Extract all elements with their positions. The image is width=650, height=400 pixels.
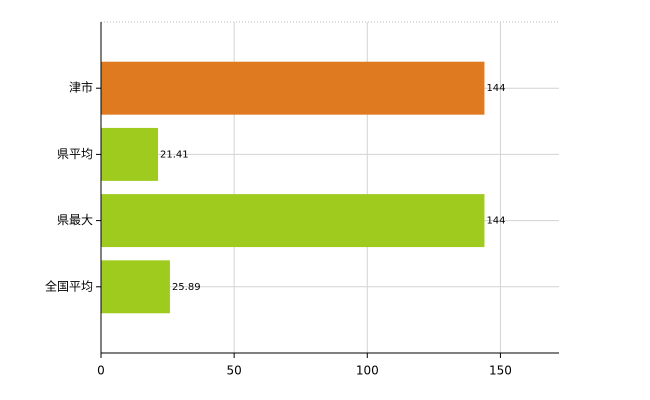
y-tick-label: 津市 xyxy=(69,80,93,95)
x-tick-label: 50 xyxy=(226,364,241,378)
value-label: 144 xyxy=(486,83,505,94)
bar xyxy=(101,127,159,181)
bar xyxy=(101,61,485,115)
y-tick-label: 県平均 xyxy=(57,147,93,161)
value-label: 144 xyxy=(486,216,505,227)
bar xyxy=(101,260,170,314)
value-label: 21.41 xyxy=(160,149,189,160)
bar xyxy=(101,194,485,248)
x-tick-label: 150 xyxy=(489,364,512,378)
value-label: 25.89 xyxy=(172,282,201,293)
x-tick-label: 100 xyxy=(356,364,379,378)
y-tick-label: 県最大 xyxy=(57,213,93,227)
y-tick-label: 全国平均 xyxy=(45,278,93,293)
x-tick-label: 0 xyxy=(97,364,105,378)
